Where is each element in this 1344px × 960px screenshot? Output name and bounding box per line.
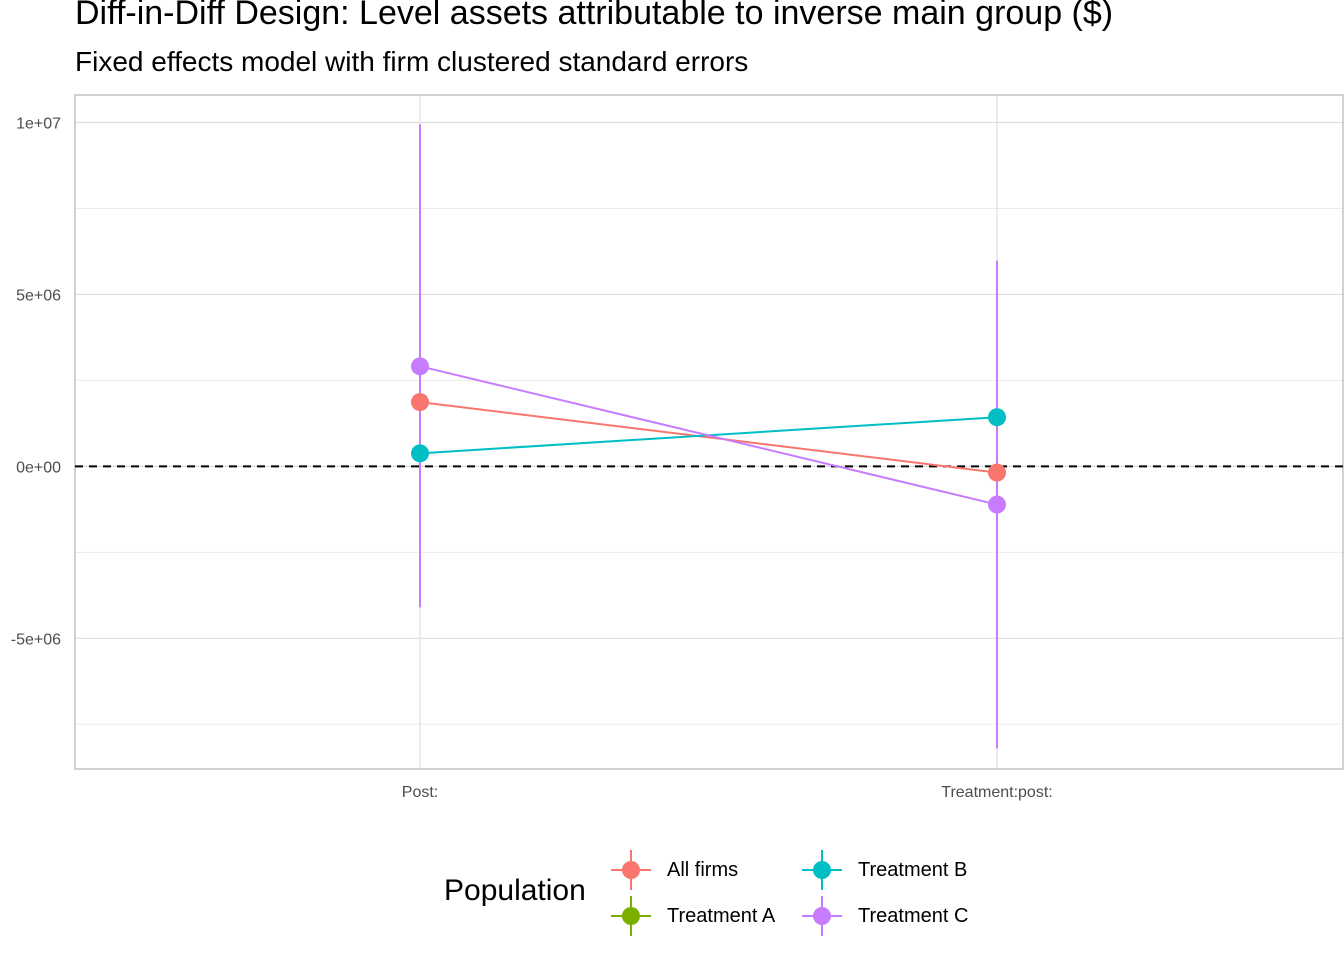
legend-label: Treatment A [667, 904, 776, 927]
legend-label: Treatment B [858, 858, 968, 881]
data-point [988, 463, 1006, 482]
legend-key [802, 896, 842, 936]
legend-key [611, 850, 651, 890]
x-tick-label: Treatment:post: [941, 784, 1052, 801]
y-tick-label: 5e+06 [16, 287, 61, 304]
x-tick-label: Post: [402, 784, 438, 801]
data-point [988, 495, 1006, 514]
legend-key [802, 850, 842, 890]
chart-title: Diff-in-Diff Design: Level assets attrib… [75, 0, 1114, 32]
legend-label: All firms [667, 858, 739, 881]
panel-border [74, 94, 1344, 770]
legend-item: All firms [611, 850, 738, 890]
data-point [411, 444, 429, 463]
legend-item: Treatment A [611, 896, 775, 936]
y-tick-label: 1e+07 [16, 116, 61, 133]
y-tick-label: 0e+00 [16, 459, 61, 476]
legend-key [611, 896, 651, 936]
data-point [988, 408, 1006, 427]
legend-item: Treatment C [802, 896, 968, 936]
series-line [419, 365, 998, 506]
legend-label: Treatment C [858, 904, 969, 927]
data-point [411, 357, 429, 376]
legend-title: Population [444, 874, 586, 907]
chart-subtitle: Fixed effects model with firm clustered … [75, 46, 749, 77]
series-line [419, 401, 998, 474]
data-point [411, 393, 429, 412]
y-tick-label: -5e+06 [11, 631, 61, 648]
legend-item: Treatment B [802, 850, 967, 890]
